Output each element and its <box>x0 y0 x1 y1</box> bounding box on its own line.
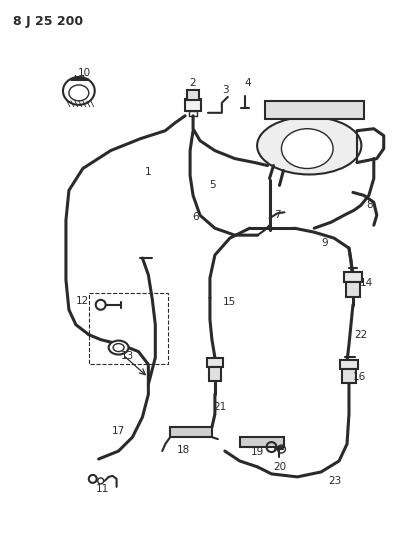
Text: 18: 18 <box>177 445 190 455</box>
Text: 5: 5 <box>210 181 216 190</box>
Bar <box>340 360 358 369</box>
Bar <box>346 282 360 297</box>
Text: 16: 16 <box>353 373 366 382</box>
Bar <box>185 99 201 111</box>
Text: 7: 7 <box>274 210 281 220</box>
Text: 22: 22 <box>354 329 368 340</box>
Bar <box>264 101 364 119</box>
Bar <box>344 272 362 282</box>
Text: 2: 2 <box>190 78 196 88</box>
Bar <box>209 367 221 382</box>
Bar <box>89 293 168 365</box>
Text: 20: 20 <box>273 462 286 472</box>
Text: 3: 3 <box>222 85 229 95</box>
Ellipse shape <box>109 341 129 354</box>
Bar <box>187 90 199 100</box>
Text: 21: 21 <box>213 402 226 412</box>
Bar <box>207 358 223 367</box>
Text: 4: 4 <box>244 78 251 88</box>
Text: 23: 23 <box>328 476 342 486</box>
Ellipse shape <box>281 129 333 168</box>
Text: 15: 15 <box>223 297 237 307</box>
Text: 12: 12 <box>76 296 89 306</box>
Bar <box>342 369 356 383</box>
Ellipse shape <box>257 117 361 174</box>
Text: 10: 10 <box>78 68 91 78</box>
Text: 13: 13 <box>121 351 134 360</box>
Text: 19: 19 <box>251 447 264 457</box>
Text: 9: 9 <box>322 238 328 248</box>
Bar <box>240 437 285 447</box>
Text: 14: 14 <box>360 278 374 288</box>
Text: 6: 6 <box>193 212 199 222</box>
Text: 8: 8 <box>366 200 373 211</box>
Text: 1: 1 <box>145 167 152 177</box>
Text: 17: 17 <box>112 426 125 436</box>
Text: 11: 11 <box>96 484 109 494</box>
Bar <box>170 427 212 437</box>
Text: 8 J 25 200: 8 J 25 200 <box>13 15 83 28</box>
